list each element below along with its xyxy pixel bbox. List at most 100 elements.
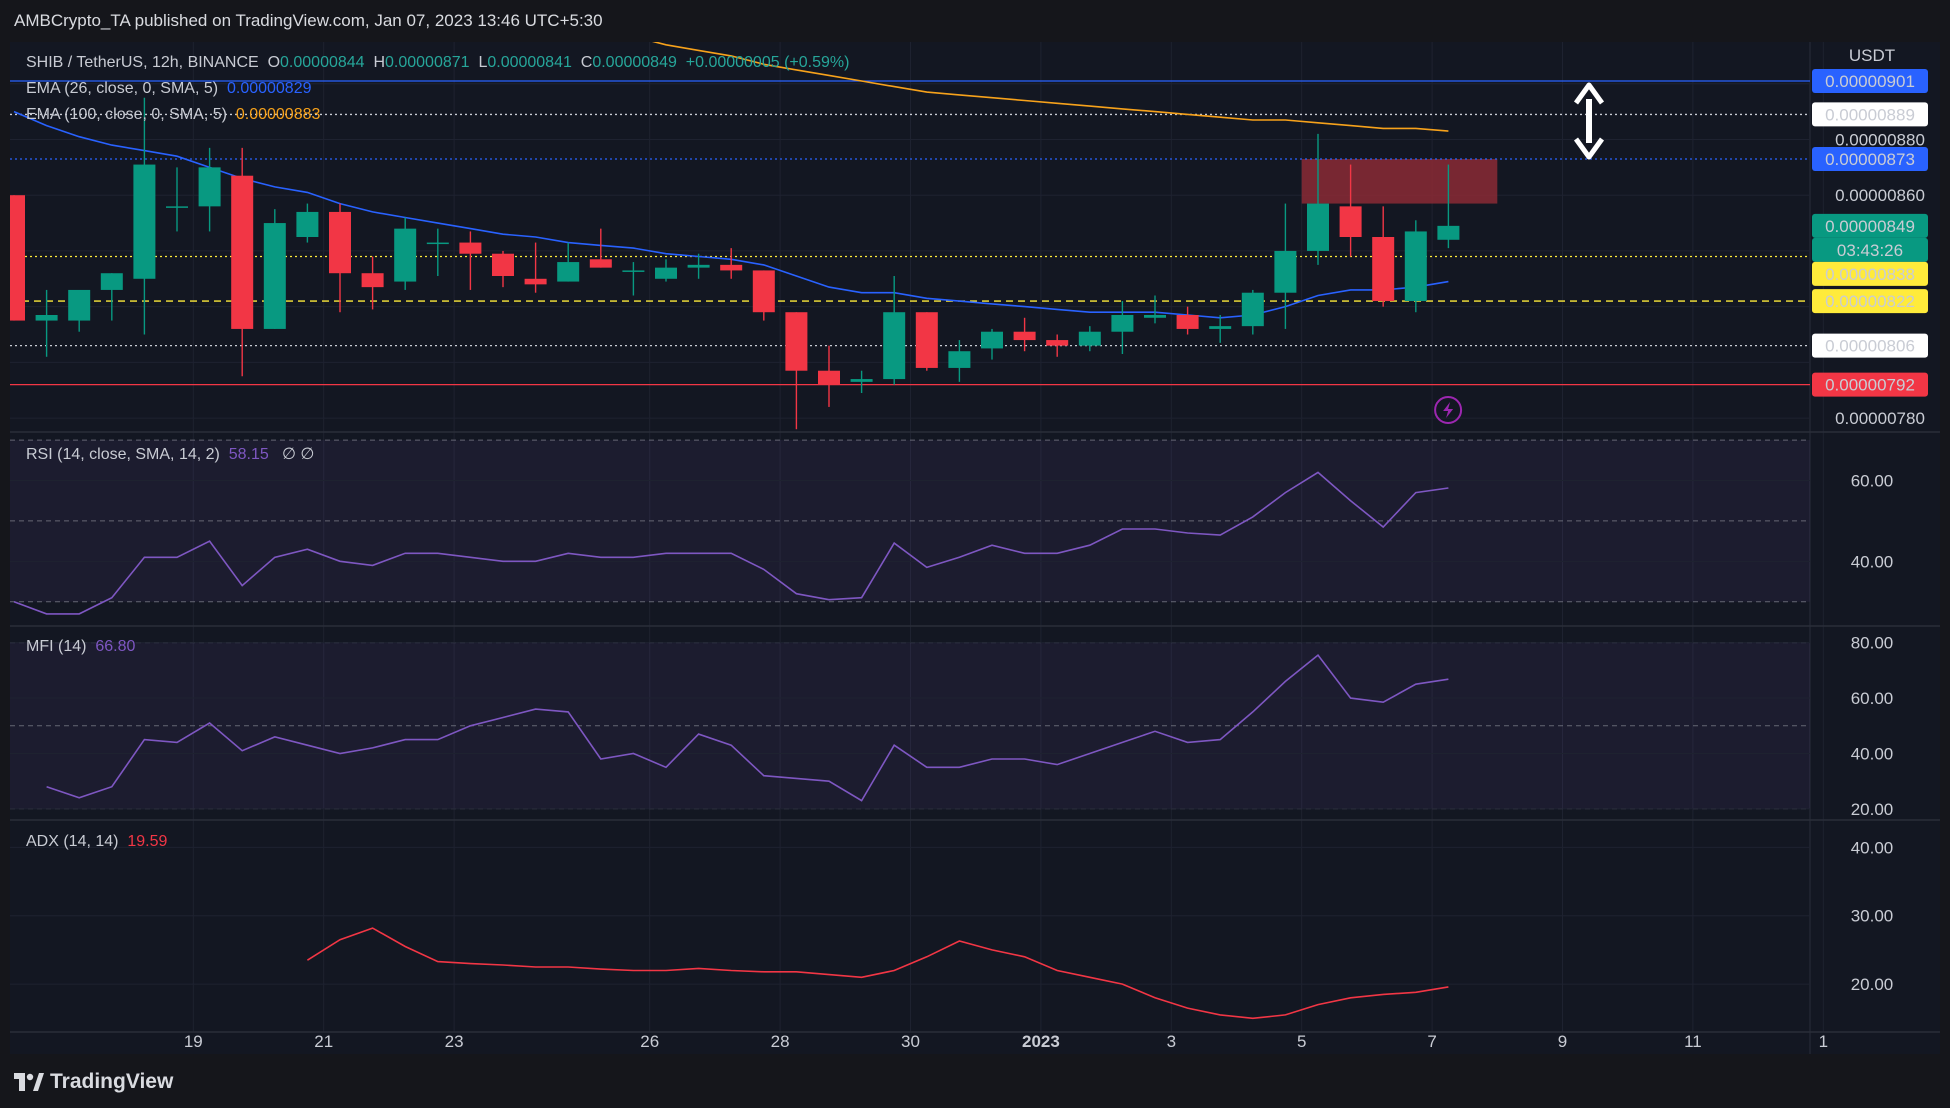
price-tag-6: 0.00000822 [1812,289,1928,314]
candle-2 [68,289,91,332]
candle-body-12 [394,228,417,282]
time-axis-tick-12: 1 [1819,1032,1828,1051]
legend-ema100-label: EMA (100, close, 0, SMA, 5) [26,106,227,123]
price-tag-4: 03:43:26 [1812,237,1928,262]
candle-1 [35,289,58,357]
price-tag-bg-0 [1812,69,1928,93]
candle-32 [1046,334,1069,357]
candle-body-14 [459,242,482,254]
legend-ema26-value: 0.00000829 [226,80,312,97]
range-arrow-head-down [1573,137,1605,160]
adx-axis-tick-2: 20.00 [1851,975,1894,994]
tradingview-logo-icon [14,1073,44,1091]
candle-42 [1372,206,1395,307]
candle-7 [231,147,254,377]
legend-open-value: 0.00000844 [280,54,365,71]
price-tag-text-6: 0.00000822 [1825,292,1915,311]
candle-6 [198,147,221,232]
legend-adx-value: 19.59 [127,833,168,850]
price-tag-7: 0.00000806 [1812,333,1928,358]
legend-rsi-value: 58.15 [228,446,269,463]
candle-body-36 [1176,315,1199,329]
candle-body-29 [948,351,971,368]
candle-body-27 [883,312,906,380]
time-axis-tick-4: 28 [771,1032,790,1051]
candle-body-28 [915,312,938,368]
legend-symbol: SHIB / TetherUS, 12h, BINANCE [26,54,259,71]
candle-9 [296,203,319,243]
candle-38 [1241,289,1264,335]
price-tag-text-7: 0.00000806 [1825,337,1915,356]
tradingview-logo[interactable]: TradingView [14,1070,173,1094]
price-tag-bg-8 [1812,372,1928,397]
candle-14 [459,231,482,290]
price-tag-text-0: 0.00000901 [1825,72,1915,91]
time-axis-tick-5: 30 [901,1032,920,1051]
footer-bar: TradingView [0,1054,1950,1108]
time-axis-tick-8: 5 [1297,1032,1306,1051]
mfi-axis-tick-3: 20.00 [1851,800,1894,819]
candle-11 [361,256,384,310]
chart-canvas[interactable]: USDT 0.00000880 0.00000860 0.00000806 0.0000… [10,42,1940,1054]
rsi-axis-tick-1: 40.00 [1851,552,1894,571]
tradingview-brand: TradingView [50,1070,174,1093]
price-tag-5: 0.00000838 [1812,261,1928,286]
price-axis-tick-3: 0.00000780 [1835,409,1925,428]
candle-body-24 [785,312,808,371]
time-axis-tick-2: 23 [445,1032,464,1051]
candle-body-11 [361,273,384,288]
candle-28 [915,312,938,371]
mfi-axis-tick-1: 60.00 [1851,689,1894,708]
candle-17 [557,242,580,282]
candle-body-2 [68,289,91,321]
price-tag-8: 0.00000792 [1812,372,1928,397]
adx-axis-tick-0: 40.00 [1851,838,1894,857]
candle-10 [329,203,351,313]
candle-body-10 [329,211,351,274]
candle-body-7 [231,175,254,329]
candle-13 [426,228,449,276]
mfi-line [46,653,1449,802]
candle-body-13 [426,242,449,245]
candle-body-9 [296,211,319,237]
time-axis-tick-11: 11 [1684,1032,1702,1051]
price-tag-bg-4 [1812,237,1928,262]
candle-body-23 [752,270,775,313]
time-axis-tick-10: 9 [1558,1032,1567,1051]
candle-20 [655,259,677,282]
candle-16 [524,242,547,293]
price-tag-text-4: 03:43:26 [1837,241,1903,260]
price-tag-bg-6 [1812,289,1928,314]
candle-body-25 [818,370,840,385]
legend-ema100-value: 0.00000883 [235,106,321,123]
candle-40 [1307,133,1329,265]
candle-24 [785,312,808,430]
legend-close-label: C [580,54,593,71]
candle-27 [883,276,906,385]
candle-body-17 [557,262,580,282]
candle-41 [1339,164,1362,257]
price-tag-3: 0.00000849 [1812,213,1928,238]
time-axis-tick-1: 21 [314,1032,333,1051]
candle-34 [1111,301,1134,354]
ema100-line [651,42,1449,132]
candle-43 [1404,220,1427,313]
price-tag-text-5: 0.00000838 [1825,265,1915,284]
candle-body-35 [1144,315,1166,318]
candle-body-44 [1437,225,1460,240]
price-tag-2: 0.00000873 [1812,147,1928,171]
price-tag-bg-5 [1812,261,1928,286]
candle-36 [1176,306,1199,335]
legend-high-label: H [373,54,386,71]
mfi-axis-tick-0: 80.00 [1851,634,1894,653]
legend-ema100-row: EMA (100, close, 0, SMA, 5) 0.00000883 [26,106,320,124]
event-lightning-glyph [1443,402,1454,418]
resistance-zone [1301,159,1498,204]
candle-18 [589,228,612,268]
time-axis-tick-7: 3 [1167,1032,1176,1051]
time-axis-tick-6: 2023 [1022,1032,1060,1051]
time-axis-tick-9: 7 [1427,1032,1436,1051]
candle-body-16 [524,278,547,285]
attribution-header: AMBCrypto_TA published on TradingView.co… [0,0,1950,42]
price-tag-bg-7 [1812,333,1928,358]
